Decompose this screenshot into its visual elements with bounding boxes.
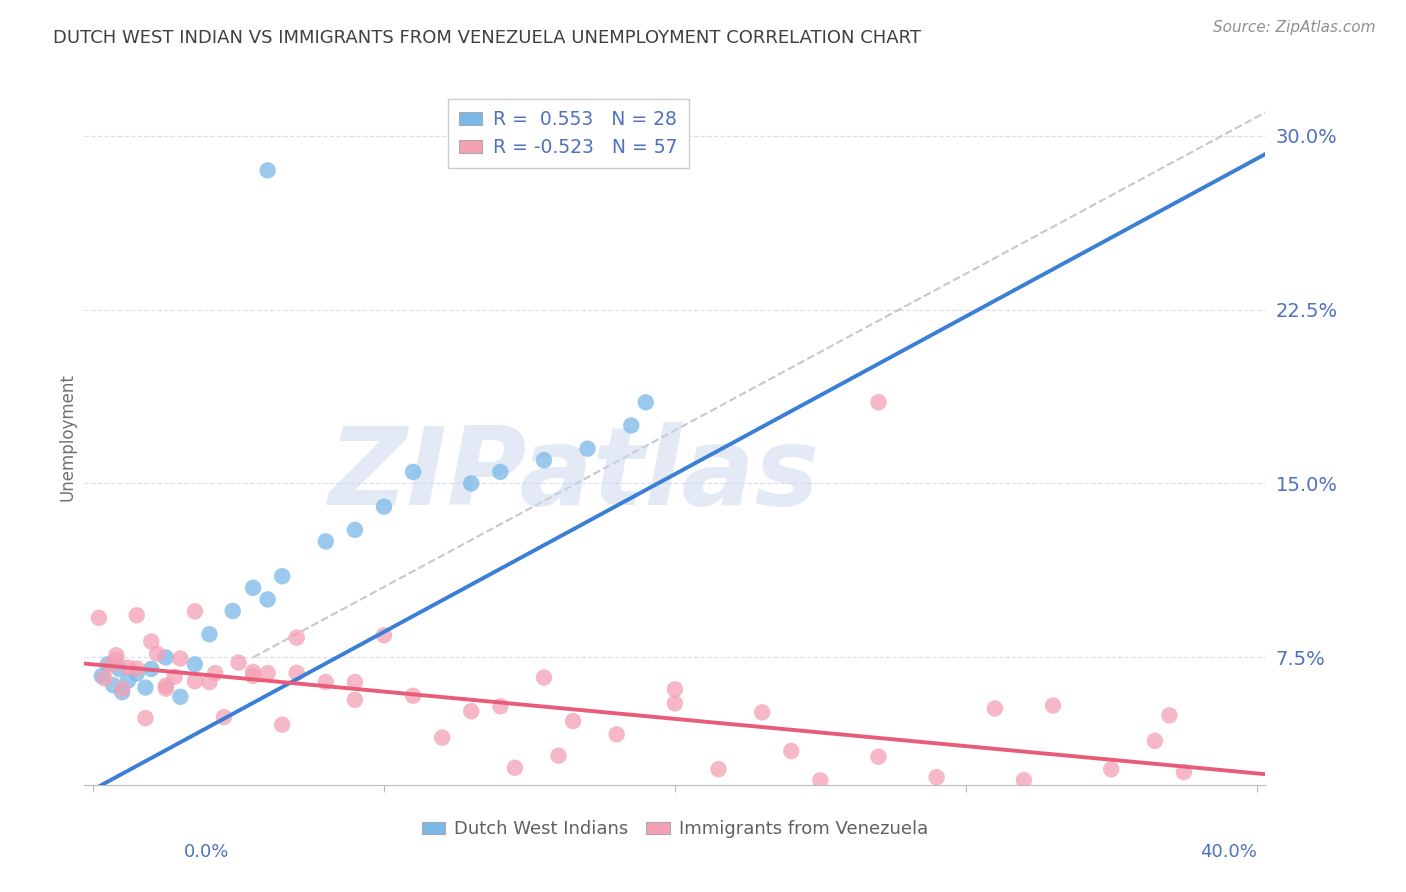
- Point: [1042, 698, 1064, 713]
- Text: ZIPatlas: ZIPatlas: [329, 422, 820, 528]
- Point: [204, 666, 226, 681]
- Point: [184, 604, 207, 618]
- Text: 40.0%: 40.0%: [1201, 843, 1257, 861]
- Point: [141, 662, 163, 676]
- Point: [117, 673, 139, 688]
- Point: [108, 662, 131, 676]
- Point: [134, 711, 156, 725]
- Point: [576, 442, 599, 456]
- Point: [125, 666, 148, 681]
- Point: [103, 678, 125, 692]
- Point: [212, 710, 235, 724]
- Point: [117, 660, 139, 674]
- Point: [198, 675, 221, 690]
- Point: [373, 500, 395, 514]
- Point: [184, 674, 207, 689]
- Point: [111, 681, 134, 696]
- Point: [285, 631, 308, 645]
- Point: [100, 658, 122, 673]
- Point: [925, 770, 948, 784]
- Point: [242, 669, 264, 683]
- Point: [868, 749, 890, 764]
- Y-axis label: Unemployment: Unemployment: [58, 373, 76, 501]
- Point: [780, 744, 803, 758]
- Point: [198, 627, 221, 641]
- Point: [256, 666, 278, 681]
- Point: [87, 611, 110, 625]
- Point: [1143, 734, 1166, 748]
- Point: [155, 650, 177, 665]
- Point: [1099, 762, 1122, 776]
- Point: [97, 657, 120, 672]
- Text: DUTCH WEST INDIAN VS IMMIGRANTS FROM VENEZUELA UNEMPLOYMENT CORRELATION CHART: DUTCH WEST INDIAN VS IMMIGRANTS FROM VEN…: [53, 29, 921, 46]
- Point: [634, 395, 657, 409]
- Point: [169, 690, 191, 704]
- Point: [285, 665, 308, 680]
- Point: [751, 706, 773, 720]
- Point: [373, 628, 395, 642]
- Point: [664, 682, 686, 697]
- Point: [105, 653, 128, 667]
- Point: [707, 762, 730, 776]
- Point: [169, 651, 191, 665]
- Point: [163, 670, 186, 684]
- Point: [984, 701, 1007, 715]
- Point: [1173, 764, 1195, 779]
- Point: [155, 679, 177, 693]
- Point: [256, 592, 278, 607]
- Point: [242, 665, 264, 679]
- Point: [868, 395, 890, 409]
- Point: [242, 581, 264, 595]
- Point: [533, 453, 555, 467]
- Point: [90, 669, 112, 683]
- Point: [503, 761, 526, 775]
- Point: [146, 647, 169, 661]
- Point: [105, 648, 128, 663]
- Point: [402, 689, 425, 703]
- Point: [134, 681, 156, 695]
- Point: [547, 748, 569, 763]
- Point: [460, 704, 482, 718]
- Point: [1012, 773, 1035, 788]
- Point: [256, 163, 278, 178]
- Point: [489, 465, 512, 479]
- Point: [125, 661, 148, 675]
- Point: [315, 675, 337, 690]
- Point: [430, 731, 453, 745]
- Point: [808, 773, 831, 788]
- Point: [1159, 708, 1181, 723]
- Point: [93, 672, 115, 686]
- Point: [533, 671, 555, 685]
- Point: [562, 714, 585, 728]
- Point: [620, 418, 643, 433]
- Text: 0.0%: 0.0%: [184, 843, 229, 861]
- Point: [664, 696, 686, 710]
- Point: [155, 681, 177, 696]
- Text: Source: ZipAtlas.com: Source: ZipAtlas.com: [1212, 20, 1375, 35]
- Point: [184, 657, 207, 672]
- Point: [343, 675, 366, 690]
- Legend: Dutch West Indians, Immigrants from Venezuela: Dutch West Indians, Immigrants from Vene…: [415, 814, 935, 846]
- Point: [228, 656, 250, 670]
- Point: [343, 692, 366, 706]
- Point: [125, 608, 148, 623]
- Point: [606, 727, 628, 741]
- Point: [271, 569, 294, 583]
- Point: [402, 465, 425, 479]
- Point: [222, 604, 245, 618]
- Point: [343, 523, 366, 537]
- Point: [315, 534, 337, 549]
- Point: [489, 699, 512, 714]
- Point: [141, 634, 163, 648]
- Point: [111, 685, 134, 699]
- Point: [460, 476, 482, 491]
- Point: [271, 717, 294, 731]
